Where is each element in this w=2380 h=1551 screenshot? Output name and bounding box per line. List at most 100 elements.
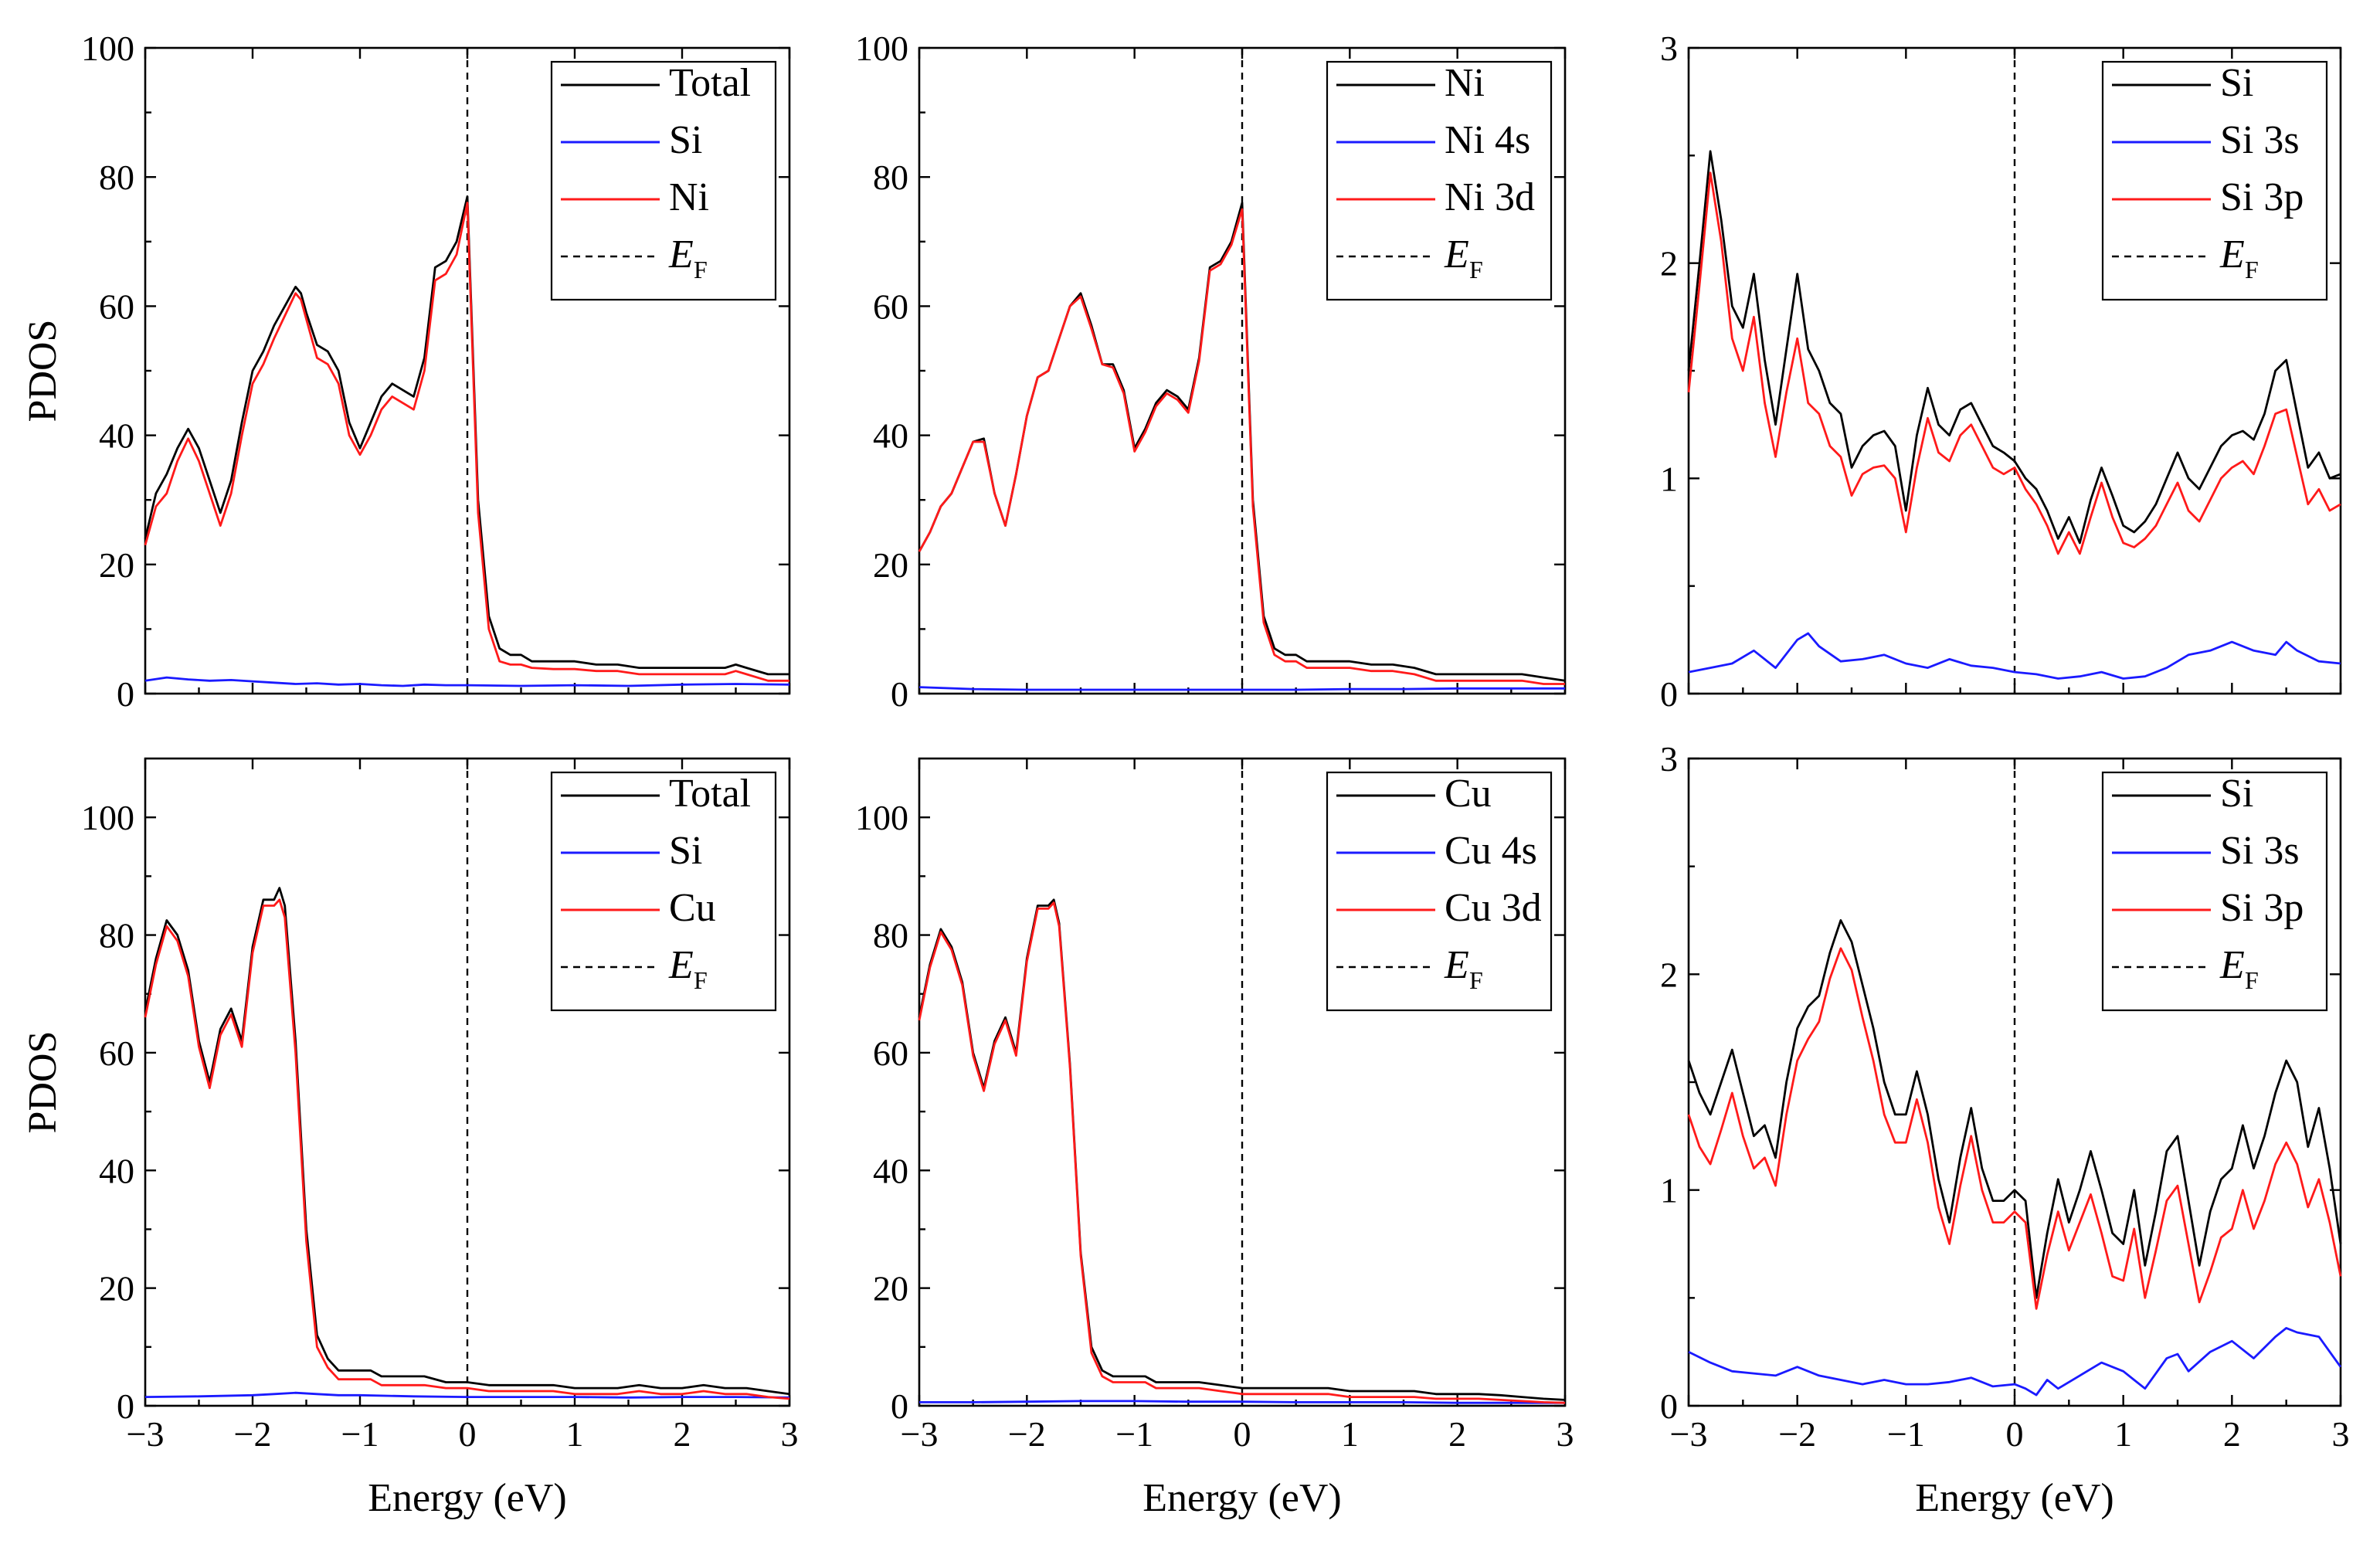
- y-tick-label: 0: [891, 674, 908, 714]
- legend-label: Cu 3d: [1445, 886, 1542, 930]
- x-tick-label: 1: [2114, 1414, 2132, 1454]
- legend-label-fermi-subscript: F: [694, 256, 708, 283]
- y-tick-label: 80: [873, 916, 908, 955]
- y-tick-label: 0: [117, 674, 134, 714]
- y-tick-label: 40: [99, 1151, 134, 1190]
- legend-label-fermi: E: [2219, 943, 2245, 987]
- x-tick-label: 3: [781, 1414, 799, 1454]
- legend-label: Cu 4s: [1445, 829, 1537, 873]
- y-tick-label: 60: [873, 1033, 908, 1073]
- y-tick-label: 80: [99, 916, 134, 955]
- y-tick-label: 100: [81, 798, 134, 837]
- x-tick-label: 1: [566, 1414, 584, 1454]
- legend-label: Total: [669, 61, 751, 105]
- legend-label: Si: [669, 118, 702, 162]
- x-tick-label: 0: [1234, 1414, 1251, 1454]
- y-tick-label: 100: [855, 798, 908, 837]
- legend-label: Ni 4s: [1445, 118, 1530, 162]
- series-si-3s: [1688, 632, 2341, 680]
- series-ni: [144, 202, 789, 682]
- series-si: [144, 1391, 790, 1399]
- legend-label: Si: [2220, 61, 2253, 105]
- y-tick-label: 100: [81, 29, 134, 68]
- y-axis-title: PDOS: [21, 1031, 65, 1134]
- x-tick-label: 0: [459, 1414, 477, 1454]
- x-tick-label: −3: [127, 1414, 165, 1454]
- x-tick-label: −2: [1778, 1414, 1816, 1454]
- y-tick-label: 0: [1660, 674, 1678, 714]
- y-tick-label: 1: [1660, 459, 1678, 498]
- y-tick-label: 20: [873, 545, 908, 585]
- series-cu: [144, 898, 790, 1400]
- legend-label-fermi: E: [2219, 232, 2245, 277]
- series-total: [144, 195, 789, 676]
- y-tick-label: 60: [873, 287, 908, 326]
- legend-label: Si 3p: [2220, 886, 2304, 930]
- legend-box: [1326, 60, 1553, 301]
- legend-label-fermi-subscript: F: [1469, 256, 1483, 283]
- legend-label-fermi-subscript: F: [1469, 966, 1483, 994]
- y-tick-label: 3: [1660, 29, 1678, 68]
- x-tick-label: −1: [341, 1414, 379, 1454]
- y-tick-label: 40: [873, 1151, 908, 1190]
- panel-top-left: 0 20 40 60 80 100 PDOS Total Si Ni E F: [21, 29, 791, 714]
- legend-label: Ni: [1445, 61, 1485, 105]
- y-tick-label: 60: [99, 1033, 134, 1073]
- x-tick-label: −1: [1887, 1414, 1925, 1454]
- legend-label: Si: [669, 829, 702, 873]
- panel-bottom-left: −3 −2 −1 0 1 2 3 0 20 40 60 80 100 PDOS Energy (eV) Tot…: [21, 757, 799, 1520]
- x-tick-label: 2: [674, 1414, 691, 1454]
- panel-top-right: 0 1 2 3 Si Si 3s Si 3p E F: [1660, 29, 2342, 714]
- y-tick-label: 40: [873, 416, 908, 456]
- x-axis-title: Energy (eV): [1915, 1476, 2114, 1520]
- x-tick-label: 3: [2332, 1414, 2350, 1454]
- x-tick-label: 2: [2223, 1414, 2241, 1454]
- series-cu-3d: [918, 901, 1566, 1404]
- x-tick-label: 2: [1448, 1414, 1466, 1454]
- legend-label: Si 3p: [2220, 175, 2304, 219]
- x-tick-label: 0: [2006, 1414, 2024, 1454]
- series-total: [144, 887, 790, 1396]
- x-tick-label: 1: [1341, 1414, 1359, 1454]
- legend-label-fermi: E: [1444, 232, 1469, 277]
- legend-label: Ni 3d: [1445, 175, 1535, 219]
- legend-box: [550, 60, 777, 301]
- x-tick-label: −2: [1008, 1414, 1046, 1454]
- legend-label: Si 3s: [2220, 118, 2300, 162]
- y-tick-label: 0: [117, 1386, 134, 1426]
- x-tick-label: −3: [901, 1414, 939, 1454]
- series-cu: [918, 898, 1566, 1401]
- panel-bottom-middle: −3 −2 −1 0 1 2 3 0 20 40 60 80 100 Energy (eV) Cu Cu 4s…: [855, 757, 1574, 1520]
- panel-bottom-right: −3 −2 −1 0 1 2 3 0 1 2 3 Energy (eV) Si Si 3s Si 3p E F: [1660, 739, 2350, 1520]
- legend-label-fermi: E: [668, 232, 694, 277]
- panel-top-middle: 0 20 40 60 80 100 Ni Ni 4s Ni 3d E F: [855, 29, 1567, 714]
- y-tick-label: 0: [891, 1386, 908, 1426]
- series-si-3s: [1688, 1327, 2342, 1397]
- x-tick-label: −1: [1115, 1414, 1153, 1454]
- y-tick-label: 80: [873, 158, 908, 197]
- y-tick-label: 40: [99, 416, 134, 456]
- x-axis-title: Energy (eV): [1142, 1476, 1342, 1520]
- y-tick-label: 100: [855, 29, 908, 68]
- y-tick-label: 60: [99, 287, 134, 326]
- x-tick-label: −2: [234, 1414, 272, 1454]
- series-ni-3d: [918, 208, 1565, 685]
- legend-label-fermi-subscript: F: [2245, 256, 2259, 283]
- legend-label: Si: [2220, 772, 2253, 816]
- y-tick-label: 0: [1660, 1386, 1678, 1426]
- legend-label-fermi: E: [668, 943, 694, 987]
- y-axis-title: PDOS: [21, 320, 65, 423]
- series-si: [144, 676, 790, 687]
- legend-label: Cu: [1445, 772, 1492, 816]
- y-tick-label: 3: [1660, 739, 1678, 779]
- series-si-3p: [1687, 947, 2342, 1310]
- x-tick-label: 3: [1557, 1414, 1574, 1454]
- legend-label-fermi: E: [1444, 943, 1469, 987]
- x-tick-label: −3: [1670, 1414, 1708, 1454]
- legend-box: [550, 771, 777, 1012]
- y-tick-label: 20: [99, 545, 134, 585]
- legend-box: [1326, 771, 1553, 1012]
- legend-label: Cu: [669, 886, 716, 930]
- y-tick-label: 20: [99, 1269, 134, 1308]
